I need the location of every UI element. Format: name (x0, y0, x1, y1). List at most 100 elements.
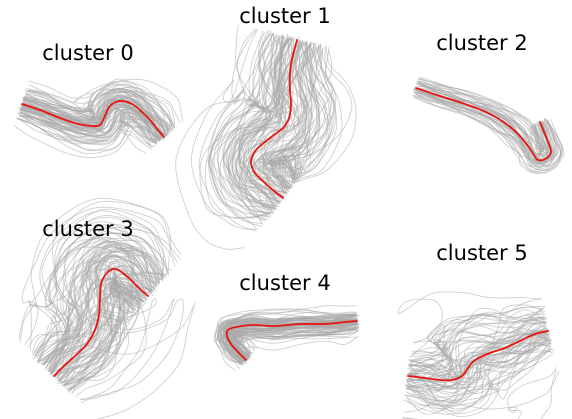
cluster-1-member-curve (270, 42, 307, 190)
cluster-5-member-curve (407, 317, 546, 376)
cluster-5-member-curve (407, 314, 550, 392)
cluster-5-member-curve (397, 291, 541, 344)
cluster-1-title: cluster 1 (239, 4, 330, 28)
cluster-3-member-curve (18, 197, 182, 340)
cluster-5-member-curve (410, 316, 547, 363)
cluster-0-member-curve (25, 86, 176, 129)
cluster-3-member-curve (64, 280, 141, 386)
cluster-3-member-curve (34, 223, 169, 357)
cluster-1-member-curve (249, 41, 302, 195)
cluster-3-member-curve (51, 265, 153, 373)
cluster-1-member-curve (231, 35, 284, 209)
cluster-3-member-curve (74, 302, 196, 419)
cluster-0-member-curve (28, 84, 181, 124)
cluster-0-title: cluster 0 (42, 41, 133, 65)
cluster-1-member-curve (241, 36, 295, 205)
cluster-1-member-curve (293, 45, 357, 182)
cluster-5-member-curve (408, 309, 546, 390)
cluster-0-member-curve (26, 85, 175, 129)
cluster-5-member-curve (407, 319, 549, 394)
cluster-3-title: cluster 3 (42, 217, 133, 241)
cluster-2-member-curve (418, 82, 548, 158)
cluster-5-member-curve (410, 320, 548, 374)
cluster-1-member-curve (241, 42, 304, 193)
cluster-3-member-curve (36, 244, 164, 359)
cluster-3-member-curve (67, 282, 135, 391)
cluster-4-member-curve (228, 323, 360, 357)
cluster-5-member-curve (403, 366, 557, 414)
cluster-3-member-curve (32, 227, 170, 356)
cluster-3-member-curve (34, 268, 166, 357)
cluster-1-member-curve (261, 42, 332, 188)
cluster-0-member-curve (20, 111, 158, 142)
cluster-4-member-curve (222, 312, 358, 365)
cluster-1-member-curves (175, 24, 357, 250)
cluster-1-member-curve (267, 44, 321, 190)
cluster-4-member-curve (215, 305, 357, 372)
cluster-1-member-curve (210, 32, 275, 218)
cluster-3-panel: cluster 3 (18, 197, 196, 419)
cluster-1-member-curve (252, 44, 309, 189)
cluster-5-member-curve (406, 339, 553, 398)
cluster-4-member-curve (231, 326, 359, 354)
cluster-5-member-curve (409, 330, 548, 404)
cluster-0-member-curve (19, 102, 157, 142)
cluster-4-member-curves (214, 305, 360, 372)
cluster-0-member-curve (21, 101, 162, 140)
cluster-2-centroid-line (415, 87, 552, 162)
cluster-3-member-curve (43, 240, 160, 364)
cluster-5-member-curve (406, 342, 549, 390)
cluster-5-member-curve (405, 339, 549, 386)
cluster-0-member-curve (20, 108, 158, 143)
cluster-3-member-curve (45, 251, 148, 381)
cluster-0-member-curve (22, 98, 170, 136)
cluster-4-title: cluster 4 (239, 271, 330, 295)
cluster-4-member-curve (231, 320, 358, 361)
cluster-5-member-curve (408, 343, 552, 402)
cluster-2-member-curve (413, 95, 563, 173)
cluster-2-member-curve (417, 78, 547, 155)
cluster-5-member-curves (397, 291, 560, 419)
cluster-5-member-curve (405, 343, 551, 388)
cluster-3-member-curve (57, 262, 146, 379)
cluster-0-member-curve (27, 89, 173, 126)
cluster-0-member-curve (23, 96, 169, 131)
cluster-2-member-curve (415, 95, 564, 172)
cluster-4-member-curve (223, 319, 357, 360)
cluster-3-member-curve (54, 283, 148, 379)
cluster-0-member-curves (13, 78, 184, 159)
cluster-3-member-curve (68, 289, 136, 390)
cluster-1-member-curve (210, 40, 304, 195)
cluster-4-member-curve (215, 313, 358, 363)
cluster-5-member-curve (408, 333, 550, 390)
cluster-1-member-curve (216, 31, 275, 221)
cluster-1-member-curve (249, 39, 307, 207)
cluster-1-member-curve (190, 28, 258, 230)
cluster-3-member-curves (18, 197, 196, 419)
cluster-0-member-curve (20, 91, 157, 142)
cluster-3-member-curve (33, 221, 163, 360)
cluster-3-centroid-line (53, 267, 149, 377)
cluster-3-member-curve (32, 200, 172, 357)
cluster-2-title: cluster 2 (436, 31, 527, 55)
cluster-5-member-curve (402, 369, 557, 419)
cluster-0-centroid-line (21, 100, 165, 138)
cluster-1-member-curve (209, 28, 266, 230)
cluster-1-member-curve (238, 39, 303, 194)
cluster-4-centroid-line (225, 320, 358, 361)
cluster-0-member-curve (24, 89, 169, 133)
cluster-5-member-curve (407, 335, 552, 406)
cluster-5-member-curve (410, 317, 546, 363)
cluster-0-member-curve (28, 78, 184, 122)
cluster-1-member-curve (291, 46, 343, 184)
cluster-4-panel: cluster 4 (214, 271, 360, 372)
cluster-1-panel: cluster 1 (175, 4, 357, 250)
cluster-5-member-curve (406, 331, 549, 378)
cluster-1-member-curve (238, 29, 314, 217)
cluster-3-member-curve (42, 239, 164, 362)
cluster-1-member-curve (219, 31, 282, 224)
cluster-5-centroid-line (407, 330, 549, 382)
cluster-1-member-curve (246, 41, 307, 194)
cluster-5-member-curve (408, 321, 546, 380)
cluster-5-member-curve (405, 343, 555, 415)
